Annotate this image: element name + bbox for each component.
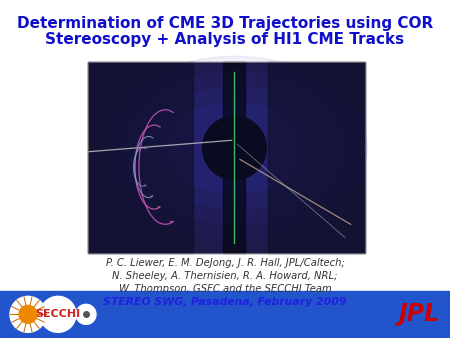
Bar [0, 291, 450, 338]
Text: P. C. Liewer, E. M. DeJong, J. R. Hall, JPL/Caltech;: P. C. Liewer, E. M. DeJong, J. R. Hall, … [106, 258, 344, 268]
Bar [223, 62, 246, 253]
Text: W. Thompson, GSFC and the SECCHI Team: W. Thompson, GSFC and the SECCHI Team [119, 284, 331, 294]
Ellipse shape [168, 102, 301, 194]
Bar [88, 62, 193, 253]
Text: N. Sheeley, A. Thernisien, R. A. Howard, NRL;: N. Sheeley, A. Thernisien, R. A. Howard,… [112, 271, 338, 281]
Circle shape [40, 296, 76, 332]
Text: STEREO SWG, Pasadena, February 2009: STEREO SWG, Pasadena, February 2009 [103, 297, 347, 307]
Circle shape [10, 296, 46, 332]
Text: Determination of CME 3D Trajectories using COR: Determination of CME 3D Trajectories usi… [17, 16, 433, 31]
Ellipse shape [124, 72, 345, 224]
Text: SECCHI: SECCHI [36, 309, 81, 319]
Text: JPL: JPL [399, 302, 440, 327]
Bar [88, 62, 364, 253]
Text: Stereoscopy + Analysis of HI1 CME Tracks: Stereoscopy + Analysis of HI1 CME Tracks [45, 32, 405, 47]
Bar [88, 62, 364, 253]
Circle shape [202, 116, 266, 180]
Circle shape [76, 304, 96, 324]
Ellipse shape [102, 56, 367, 240]
Bar [268, 62, 365, 253]
Ellipse shape [146, 87, 323, 209]
Circle shape [19, 305, 37, 323]
